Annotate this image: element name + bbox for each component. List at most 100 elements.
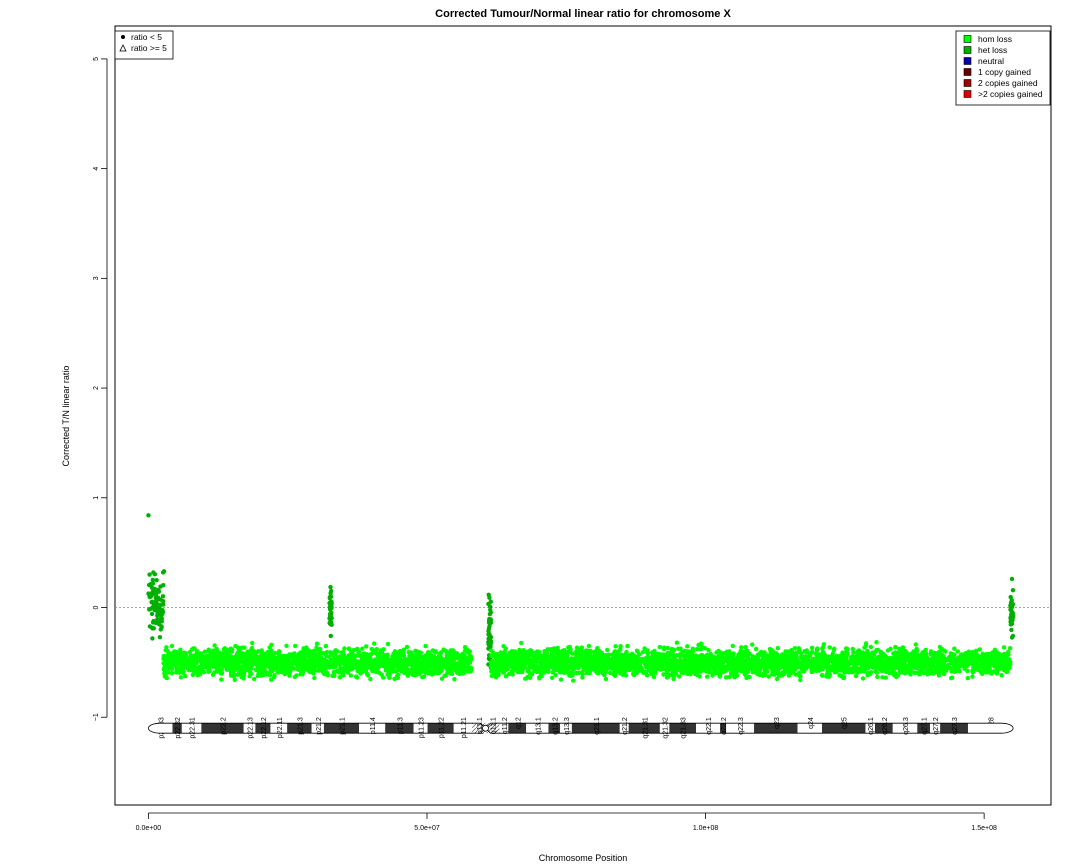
ideogram-band-label: q13.3 — [564, 717, 571, 735]
data-point — [192, 646, 197, 651]
data-point — [259, 656, 264, 662]
ideogram-band-label: p22.31 — [190, 717, 197, 739]
data-point — [863, 641, 869, 646]
data-point — [327, 662, 332, 667]
data-point — [580, 675, 585, 680]
data-point — [523, 650, 528, 655]
ideogram-band — [287, 723, 312, 734]
data-point — [245, 663, 250, 669]
data-point — [664, 675, 670, 680]
ideogram-band-label: p11.22 — [439, 717, 446, 738]
data-point — [372, 641, 377, 646]
data-point — [424, 657, 430, 662]
data-point — [377, 651, 382, 657]
data-point — [300, 669, 306, 675]
ideogram-band-label: q22.2 — [721, 717, 728, 735]
data-point — [356, 650, 361, 655]
data-point — [300, 651, 305, 657]
data-point — [756, 657, 761, 662]
data-point — [978, 669, 984, 675]
data-point — [730, 643, 735, 649]
data-point — [406, 671, 411, 676]
data-point — [416, 649, 421, 655]
data-point — [814, 668, 820, 673]
ideogram-band — [548, 723, 561, 734]
data-point — [331, 661, 336, 667]
data-point — [645, 651, 651, 656]
data-point — [404, 644, 410, 650]
data-point — [973, 648, 979, 653]
data-point — [345, 670, 351, 675]
data-point — [284, 643, 289, 648]
data-point — [336, 657, 342, 662]
data-point — [611, 653, 616, 659]
data-point — [860, 676, 866, 681]
data-point — [397, 656, 403, 662]
data-point — [363, 669, 369, 674]
ideogram-band — [499, 723, 509, 734]
data-point — [734, 673, 740, 678]
data-point — [172, 655, 178, 660]
ideogram-band-label: q26.1 — [868, 717, 875, 735]
data-point — [241, 657, 246, 663]
data-point — [237, 663, 242, 669]
data-point — [250, 640, 255, 646]
data-point — [242, 645, 247, 650]
data-point — [488, 641, 493, 646]
data-point — [588, 648, 593, 654]
data-point — [146, 582, 152, 588]
data-point — [349, 657, 354, 662]
data-point — [429, 672, 435, 677]
ideogram-band — [270, 723, 288, 734]
data-point — [160, 594, 166, 599]
data-point — [1010, 614, 1015, 620]
data-point — [451, 650, 457, 655]
data-point — [315, 653, 320, 658]
data-point — [845, 669, 850, 674]
data-point — [388, 658, 393, 663]
data-point — [1010, 610, 1015, 616]
data-point — [820, 673, 825, 678]
data-point — [506, 671, 512, 677]
data-point — [157, 606, 162, 612]
data-point — [898, 650, 904, 655]
ideogram-band — [940, 723, 968, 734]
data-point — [462, 645, 468, 650]
ideogram-band — [619, 723, 629, 734]
data-point — [739, 645, 744, 650]
data-point — [269, 677, 274, 682]
data-point — [1002, 651, 1007, 657]
data-point — [178, 647, 183, 652]
data-point — [586, 643, 592, 649]
data-point — [198, 657, 204, 663]
data-point — [692, 669, 697, 674]
data-point — [268, 668, 274, 673]
data-point — [510, 672, 515, 677]
data-point — [693, 653, 699, 658]
ideogram-band-label: q26.3 — [903, 717, 910, 735]
data-point — [352, 658, 358, 663]
data-point — [668, 660, 673, 665]
data-point — [305, 664, 310, 670]
data-point — [211, 656, 217, 661]
data-point — [445, 670, 450, 676]
data-point — [351, 647, 356, 653]
data-point — [342, 659, 347, 664]
data-point — [241, 672, 246, 677]
data-point — [364, 644, 369, 649]
ideogram-band — [472, 723, 486, 734]
ideogram-band — [917, 723, 931, 734]
data-point — [441, 659, 446, 665]
outlier-point — [1009, 576, 1015, 582]
ideogram-band — [413, 723, 428, 734]
data-point — [449, 658, 454, 663]
data-point — [228, 659, 233, 664]
data-point — [747, 651, 752, 657]
data-point — [494, 654, 499, 659]
data-point — [312, 651, 317, 656]
data-point — [580, 671, 585, 677]
data-point — [793, 672, 799, 677]
data-point — [211, 661, 216, 666]
data-point — [970, 668, 975, 674]
data-point — [720, 665, 725, 670]
